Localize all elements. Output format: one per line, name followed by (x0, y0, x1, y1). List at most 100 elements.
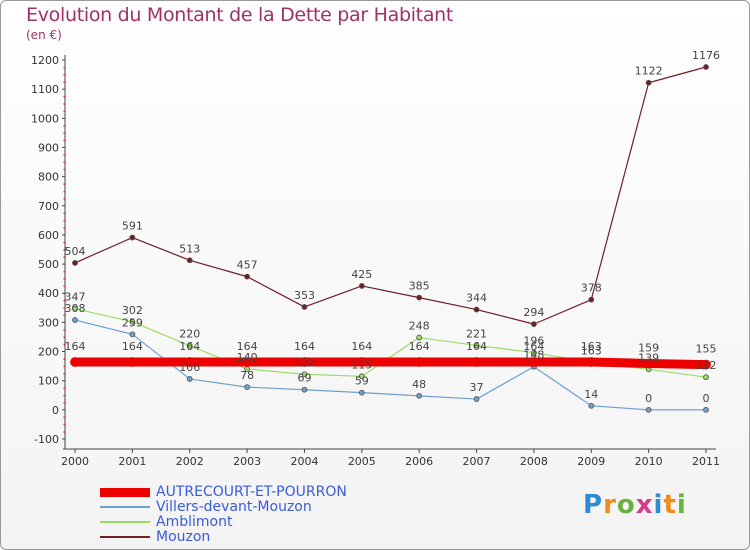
legend-label: Villers-devant-Mouzon (156, 499, 312, 515)
data-label: 221 (466, 327, 487, 340)
y-tick-label: -100 (34, 433, 59, 446)
data-point (588, 296, 595, 303)
y-minor-tick (63, 394, 65, 397)
y-minor-tick (63, 387, 65, 389)
data-point (473, 306, 480, 313)
legend-label: Amblimont (156, 514, 233, 530)
y-minor-tick (63, 423, 65, 426)
y-minor-tick (63, 241, 65, 244)
data-label: 513 (179, 242, 200, 255)
data-label: 48 (412, 378, 426, 391)
y-minor-tick (63, 329, 65, 331)
y-minor-tick (63, 402, 65, 404)
data-point (588, 402, 595, 409)
chart-subtitle: (en €) (26, 28, 62, 42)
data-label: 353 (294, 289, 315, 302)
data-label: 59 (355, 375, 369, 388)
y-minor-tick (63, 256, 65, 258)
series-villers-devant-mouzon (72, 317, 709, 413)
proxiti-logo: Proxiti (583, 490, 687, 520)
data-point (703, 64, 709, 70)
y-tick-label: 1000 (31, 112, 59, 125)
data-point (244, 384, 250, 391)
data-point (531, 321, 537, 328)
y-tick-label: 200 (38, 346, 59, 359)
y-minor-tick (63, 372, 65, 375)
data-point (129, 234, 136, 241)
data-point (586, 357, 597, 367)
data-point (358, 389, 365, 396)
y-minor-tick (63, 270, 65, 273)
data-point (186, 342, 193, 349)
y-tick-label: 500 (38, 258, 59, 271)
data-label: 259 (122, 316, 143, 329)
y-tick-label: 1100 (31, 83, 59, 96)
x-tick-label: 2005 (348, 455, 376, 468)
data-label: 504 (65, 245, 86, 258)
data-label: 164 (122, 340, 143, 353)
y-minor-tick (63, 154, 65, 156)
legend-swatch (100, 506, 150, 508)
legend-swatch (100, 487, 150, 497)
data-label: 164 (179, 340, 200, 353)
data-label: 591 (122, 220, 143, 233)
data-label: 139 (638, 351, 659, 364)
x-tick-label: 2002 (176, 455, 204, 468)
y-minor-tick (63, 139, 65, 142)
data-point (643, 358, 654, 369)
y-tick-label: 800 (38, 171, 59, 184)
data-label: 37 (470, 381, 484, 394)
y-minor-tick (63, 336, 65, 338)
y-minor-tick (63, 431, 65, 433)
data-label: 1176 (692, 49, 720, 62)
y-minor-tick (63, 343, 65, 346)
data-label: 164 (351, 340, 372, 353)
data-point (645, 79, 652, 86)
data-label: 220 (179, 328, 200, 341)
x-tick-label: 2010 (635, 455, 663, 468)
data-point (70, 357, 80, 367)
series-mouzon (72, 64, 709, 328)
data-label: 69 (297, 372, 311, 385)
data-point (244, 273, 250, 280)
y-minor-tick (63, 66, 65, 69)
data-label: 115 (351, 358, 372, 371)
x-tick-label: 2007 (463, 455, 491, 468)
y-minor-tick (63, 81, 65, 83)
data-label: 163 (581, 340, 602, 353)
y-minor-tick (63, 285, 65, 287)
series-layer (70, 64, 711, 413)
data-label: 378 (581, 282, 602, 295)
data-label: 14 (584, 388, 598, 401)
data-point (301, 304, 308, 310)
data-label: 248 (409, 320, 430, 333)
y-minor-tick (63, 314, 65, 317)
y-minor-tick (63, 183, 65, 185)
data-label: 164 (294, 340, 315, 353)
data-point (473, 342, 480, 349)
data-label: 164 (237, 340, 258, 353)
y-minor-tick (63, 197, 65, 200)
axes: -100010020030040050060070080090010001100… (31, 54, 720, 468)
data-point (703, 374, 709, 381)
y-minor-tick (63, 227, 65, 229)
data-point (416, 392, 423, 399)
data-label: 457 (237, 259, 258, 272)
x-tick-label: 2009 (577, 455, 605, 468)
y-minor-tick (63, 307, 65, 309)
data-label: 347 (65, 291, 86, 304)
data-labels: 504 591 513 457 353 425 385 344 294 378 1122 1176 30… (65, 49, 721, 405)
series-line (75, 357, 707, 370)
legend-label: AUTRECOURT-ET-POURRON (156, 484, 347, 500)
data-point (129, 331, 136, 338)
data-label: 164 (523, 340, 544, 353)
series-line (74, 66, 707, 325)
y-tick-label: 1200 (31, 54, 59, 67)
data-point (358, 283, 365, 289)
data-label: 196 (523, 335, 544, 348)
data-label: 155 (696, 343, 717, 356)
data-label: 164 (65, 340, 86, 353)
y-tick-label: 900 (38, 141, 59, 154)
data-label: 344 (466, 292, 487, 305)
